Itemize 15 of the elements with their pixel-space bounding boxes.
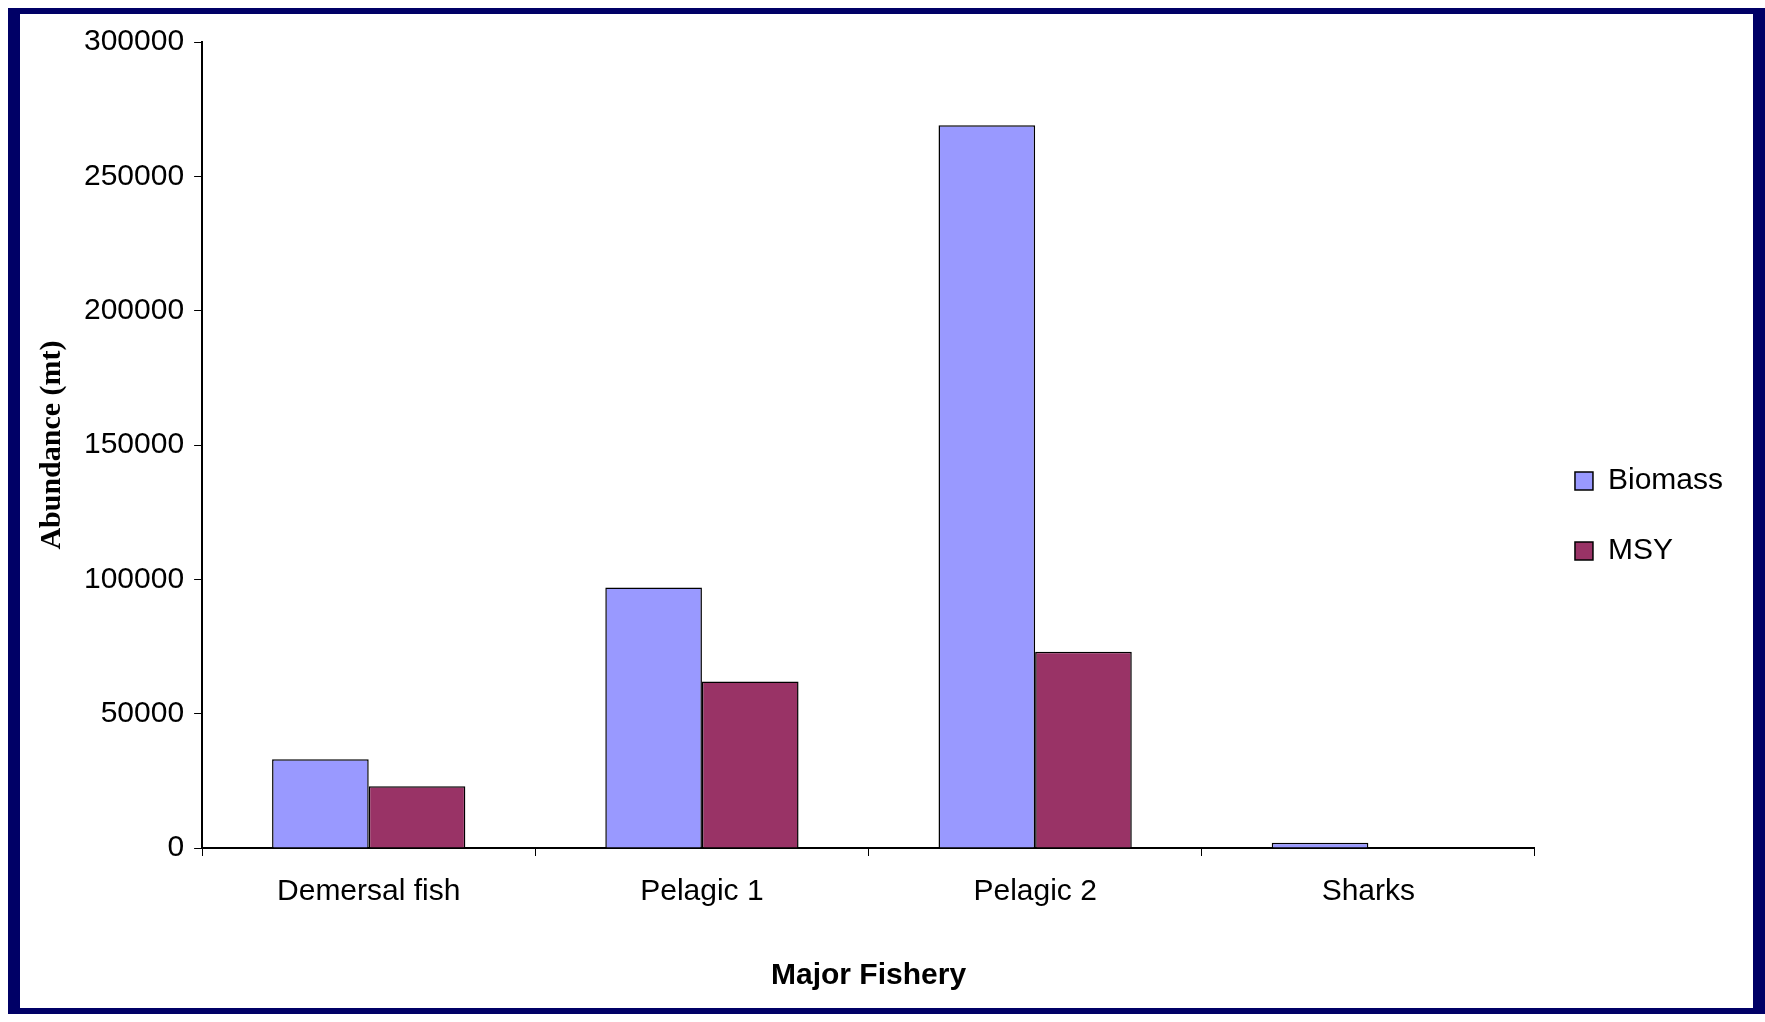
y-tick-label: 0 (167, 829, 185, 863)
y-tick-label: 300000 (84, 23, 185, 57)
y-tick-label: 200000 (84, 291, 185, 325)
y-tick-label: 150000 (84, 426, 185, 460)
x-tick-label: Sharks (1321, 873, 1416, 907)
y-axis-title: Abundance (mt) (32, 340, 67, 550)
y-tick-label: 250000 (84, 157, 185, 191)
legend-label: Biomass (1607, 462, 1724, 496)
x-tick-label: Pelagic 2 (973, 873, 1097, 907)
x-axis-title: Major Fishery (771, 957, 967, 991)
y-tick-label: 100000 (84, 560, 185, 594)
x-tick-label: Pelagic 1 (640, 873, 764, 907)
x-tick-label: Demersal fish (277, 873, 461, 907)
legend-label: MSY (1607, 532, 1673, 566)
y-tick-label: 50000 (100, 694, 185, 728)
